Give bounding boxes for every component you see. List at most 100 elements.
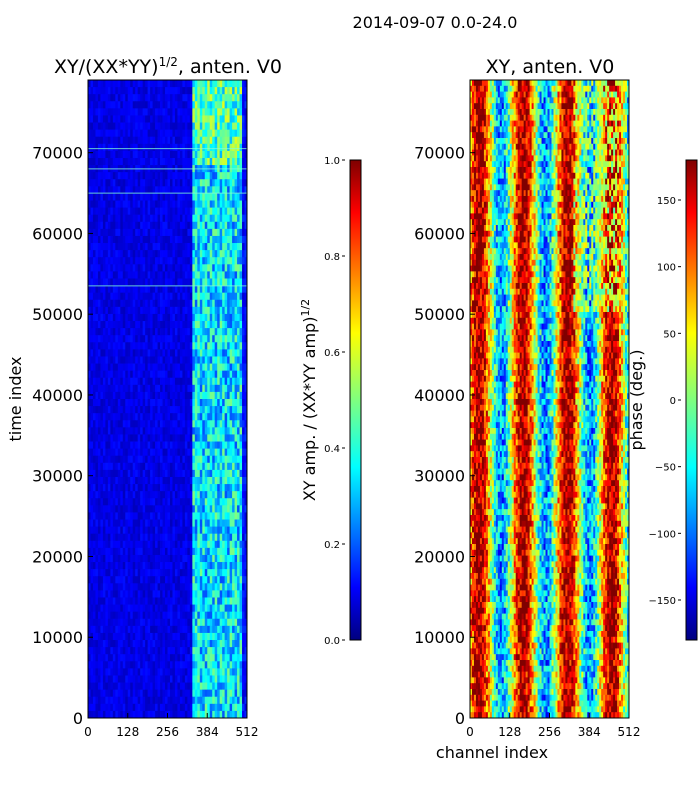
heatmap-cell (227, 101, 231, 109)
heatmap-cell (214, 313, 218, 322)
heatmap-cell (237, 455, 240, 464)
heatmap-cell (152, 427, 156, 435)
heatmap-cell (229, 434, 233, 442)
heatmap-cell (97, 420, 101, 428)
heatmap-cell (90, 115, 94, 123)
heatmap-cell (174, 228, 178, 237)
heatmap-cell (174, 271, 178, 279)
heatmap-cell (194, 604, 198, 613)
heatmap-cell (155, 214, 158, 223)
heatmap-cell (184, 342, 188, 350)
heatmap-cell (130, 207, 134, 216)
heatmap-cell (192, 597, 196, 605)
heatmap-cell (194, 625, 198, 634)
heatmap-cell (165, 569, 168, 577)
heatmap-cell (135, 250, 139, 258)
heatmap-cell (140, 228, 144, 237)
heatmap-cell (120, 172, 124, 180)
heatmap-cell (214, 498, 218, 506)
heatmap-cell (199, 292, 203, 301)
heatmap-cell (177, 228, 181, 237)
heatmap-cell (169, 299, 173, 308)
heatmap-cell (132, 186, 136, 194)
heatmap-cell (184, 193, 188, 201)
heatmap-cell (162, 313, 166, 322)
heatmap-cell (234, 136, 238, 145)
heatmap-cell (239, 377, 243, 386)
heatmap-cell (232, 257, 235, 265)
heatmap-cell (242, 505, 245, 513)
heatmap-cell (125, 427, 129, 435)
heatmap-cell (130, 299, 134, 308)
heatmap-cell (105, 328, 109, 336)
heatmap-cell (194, 207, 198, 216)
heatmap-cell (107, 235, 111, 244)
heatmap-cell (237, 491, 240, 499)
heatmap-cell (217, 413, 221, 421)
heatmap-cell (237, 214, 240, 223)
heatmap-cell (110, 349, 114, 357)
heatmap-cell (132, 264, 136, 272)
heatmap-cell (194, 519, 198, 527)
heatmap-cell (115, 540, 119, 549)
heatmap-cell (237, 590, 240, 598)
heatmap-cell (137, 413, 141, 421)
heatmap-cell (145, 512, 149, 520)
heatmap-cell (130, 200, 134, 208)
heatmap-cell (177, 363, 181, 372)
heatmap-cell (95, 129, 99, 138)
heatmap-cell (130, 313, 134, 322)
heatmap-cell (140, 235, 144, 244)
heatmap-cell (112, 455, 116, 464)
heatmap-cell (189, 157, 193, 166)
heatmap-cell (127, 413, 131, 421)
heatmap-cell (229, 313, 233, 322)
heatmap-cell (227, 590, 231, 598)
heatmap-cell (112, 604, 116, 613)
heatmap-cell (117, 221, 121, 230)
heatmap-cell (174, 604, 178, 613)
heatmap-cell (184, 179, 188, 187)
heatmap-cell (187, 583, 191, 591)
heatmap-cell (217, 370, 221, 379)
heatmap-cell (197, 342, 201, 350)
heatmap-cell (95, 533, 99, 542)
heatmap-cell (155, 292, 158, 301)
heatmap-cell (244, 87, 248, 95)
heatmap-cell (179, 469, 183, 478)
heatmap-cell (174, 80, 178, 88)
heatmap-cell (232, 505, 235, 513)
heatmap-cell (122, 235, 126, 244)
heatmap-cell (229, 214, 233, 223)
heatmap-cell (244, 505, 248, 513)
heatmap-cell (140, 406, 144, 414)
heatmap-cell (105, 625, 109, 634)
heatmap-cell (229, 569, 233, 577)
heatmap-cell (227, 200, 231, 208)
heatmap-cell (112, 590, 116, 598)
heatmap-cell (182, 214, 186, 223)
heatmap-cell (192, 484, 196, 492)
heatmap-cell (122, 569, 126, 577)
heatmap-cell (199, 122, 203, 131)
heatmap-cell (234, 363, 238, 372)
heatmap-cell (182, 285, 186, 294)
heatmap-cell (182, 271, 186, 279)
heatmap-cell (125, 150, 129, 159)
heatmap-cell (242, 200, 245, 208)
heatmap-cell (117, 455, 121, 464)
heatmap-cell (209, 505, 213, 513)
heatmap-cell (232, 313, 235, 322)
heatmap-cell (229, 498, 233, 506)
heatmap-cell (242, 264, 245, 272)
heatmap-cell (242, 427, 245, 435)
heatmap-cell (152, 278, 156, 286)
heatmap-cell (169, 80, 173, 88)
heatmap-cell (152, 313, 156, 322)
heatmap-cell (242, 363, 245, 372)
heatmap-cell (229, 547, 233, 556)
heatmap-cell (102, 384, 106, 393)
heatmap-cell (199, 498, 203, 506)
heatmap-cell (92, 313, 96, 322)
heatmap-cell (147, 342, 151, 350)
